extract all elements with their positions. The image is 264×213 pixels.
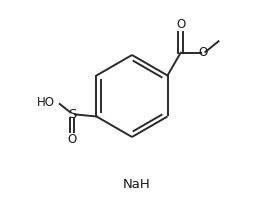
Text: O: O	[68, 133, 77, 146]
Text: NaH: NaH	[122, 178, 150, 191]
Text: O: O	[198, 46, 207, 59]
Text: O: O	[176, 18, 185, 31]
Text: HO: HO	[37, 96, 55, 109]
Text: S: S	[68, 108, 77, 121]
